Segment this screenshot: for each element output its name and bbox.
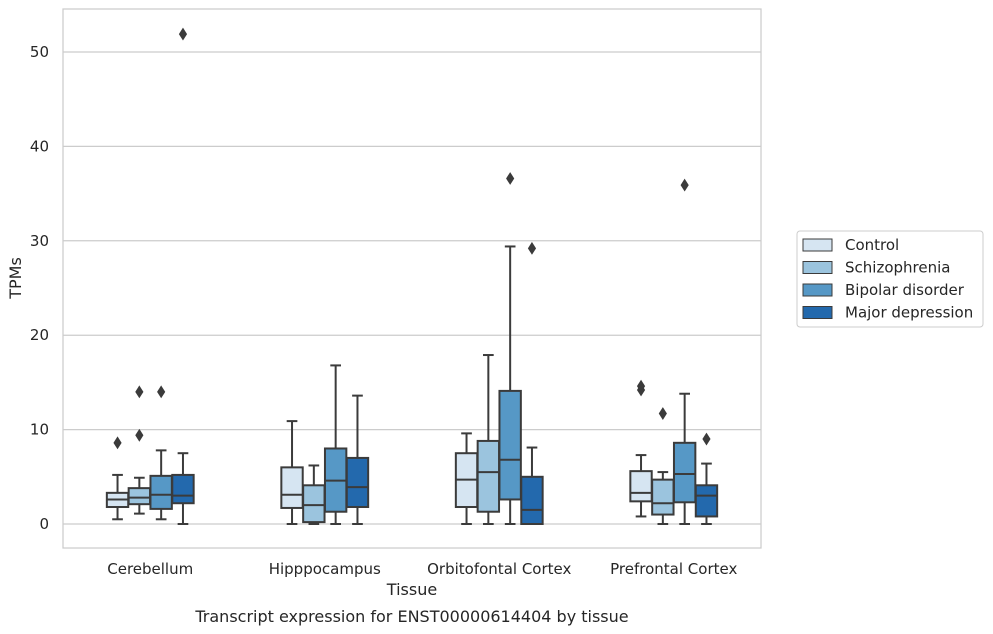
box-3-1: [651, 407, 675, 525]
outlier-point: [178, 27, 188, 41]
box-0-1: [127, 385, 152, 515]
box-body: [520, 475, 544, 525]
outlier-point: [113, 436, 122, 450]
box-2-2: [498, 172, 522, 525]
outlier-point: [135, 428, 144, 442]
legend-label: Major depression: [845, 304, 973, 322]
y-tick-labels: 0 10 20 30 40 50: [30, 43, 49, 533]
outlier-point: [157, 385, 166, 399]
y-tick-label-30: 30: [30, 232, 49, 250]
legend-label: Bipolar disorder: [845, 281, 965, 299]
legend-swatch: [802, 306, 833, 319]
box-body: [171, 473, 195, 505]
outlier-point: [636, 379, 646, 393]
box-body: [694, 484, 719, 518]
chart-caption: Transcript expression for ENST0000061440…: [194, 607, 628, 626]
x-tick-label-1: Hipppocampus: [269, 560, 381, 578]
y-tick-label-10: 10: [30, 421, 49, 439]
box-3-0: [629, 379, 653, 518]
outlier-point: [680, 178, 689, 192]
legend-label: Schizophrenia: [845, 259, 950, 277]
legend-swatch: [802, 261, 833, 274]
x-tick-label-0: Cerebellum: [107, 560, 193, 578]
box-2-1: [476, 354, 501, 525]
box-1-2: [323, 364, 348, 525]
legend-frame: [796, 230, 984, 328]
box-0-3: [171, 27, 195, 525]
box-2-0: [454, 432, 479, 525]
box-body: [345, 456, 370, 509]
box-0-2: [149, 385, 173, 521]
legend: Control Schizophrenia Bipolar disorder Majo…: [796, 230, 984, 328]
box-body: [280, 466, 304, 509]
outlier-point: [658, 407, 667, 420]
box-body: [629, 470, 653, 503]
box-3-2: [672, 178, 697, 525]
legend-swatch: [802, 283, 833, 297]
outlier-point: [702, 432, 711, 446]
grid-lines: [63, 51, 761, 525]
box-1-1: [302, 464, 326, 525]
x-tick-label-3: Prefrontal Cortex: [610, 560, 737, 578]
boxes: [105, 27, 719, 525]
box-body: [127, 487, 152, 506]
box-body: [498, 389, 522, 501]
box-body: [302, 484, 326, 524]
y-tick-label-0: 0: [39, 515, 49, 533]
box-body: [149, 474, 173, 510]
x-tick-labels: Cerebellum Hipppocampus Orbitofontal Corte…: [107, 560, 737, 578]
y-tick-label-40: 40: [30, 137, 49, 155]
box-body: [476, 439, 501, 513]
legend-label: Control: [845, 236, 899, 254]
box-3-3: [694, 432, 719, 525]
box-0-0: [105, 436, 130, 521]
plot-frame: [62, 8, 762, 549]
outlier-point: [506, 172, 515, 185]
y-tick-label-50: 50: [30, 43, 49, 61]
y-tick-label-20: 20: [30, 326, 49, 344]
box-body: [672, 441, 697, 504]
box-body: [651, 478, 675, 516]
box-1-0: [280, 420, 304, 525]
box-2-3: [520, 241, 544, 525]
x-tick-label-2: Orbitofontal Cortex: [427, 560, 571, 578]
outlier-point: [527, 241, 537, 255]
box-1-3: [345, 394, 370, 525]
x-axis-title: Tissue: [386, 580, 437, 599]
y-axis-title: TPMs: [6, 257, 25, 300]
outlier-point: [135, 385, 144, 399]
legend-swatch: [802, 238, 833, 252]
